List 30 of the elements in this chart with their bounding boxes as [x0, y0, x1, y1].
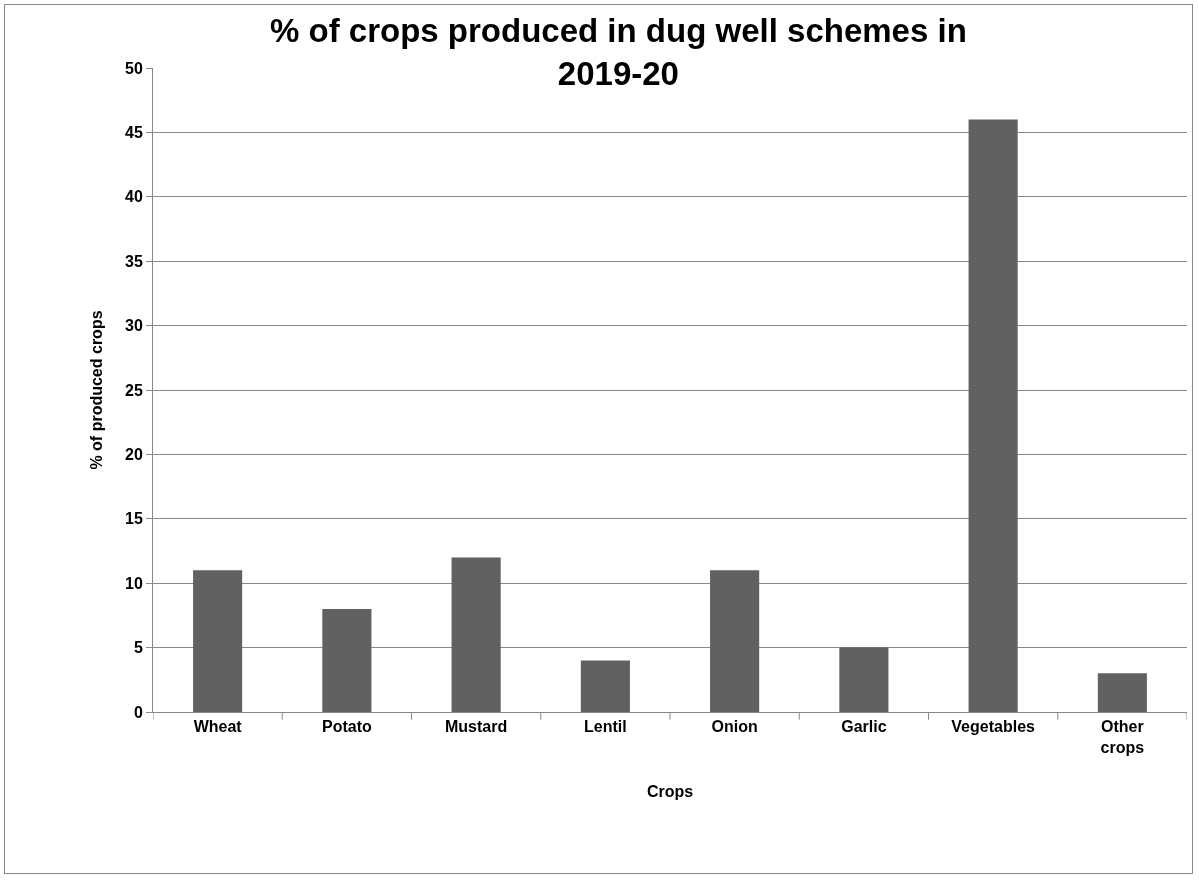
chart-title: % of crops produced in dug well schemes in 2019-20 [270, 12, 967, 92]
bar [322, 608, 372, 712]
y-tick-label: 45 [125, 124, 143, 141]
x-tick-label: Other crops [1100, 718, 1145, 756]
y-tick-label: 25 [125, 381, 143, 399]
x-tick-label: Vegetables [951, 718, 1036, 736]
x-tick-label: Lentil [584, 718, 627, 736]
y-axis-title: % of produced crops [87, 310, 105, 470]
bar [968, 119, 1018, 712]
x-axis-title: Crops [646, 782, 694, 800]
y-tick-label: 5 [133, 639, 143, 657]
x-tick-label: Mustard [445, 718, 508, 736]
x-tick-label: Garlic [841, 718, 887, 736]
bar [1097, 673, 1147, 712]
x-tick-label: Wheat [193, 718, 243, 736]
y-tick-label: 15 [125, 510, 143, 528]
bar [580, 660, 630, 712]
y-tick-label: 10 [125, 574, 143, 592]
x-tick-label: Onion [711, 718, 758, 736]
y-tick-label: 35 [125, 252, 143, 270]
y-tick-label: 30 [125, 317, 143, 335]
y-tick-label: 50 [125, 59, 143, 77]
bar [710, 570, 760, 712]
x-tick-label: Potato [321, 718, 372, 736]
bar [451, 557, 501, 712]
bar [193, 570, 243, 712]
y-tick-label: 40 [125, 188, 143, 206]
bar [839, 647, 889, 712]
y-tick-label: 20 [125, 446, 143, 463]
y-tick-label: 0 [133, 703, 143, 721]
